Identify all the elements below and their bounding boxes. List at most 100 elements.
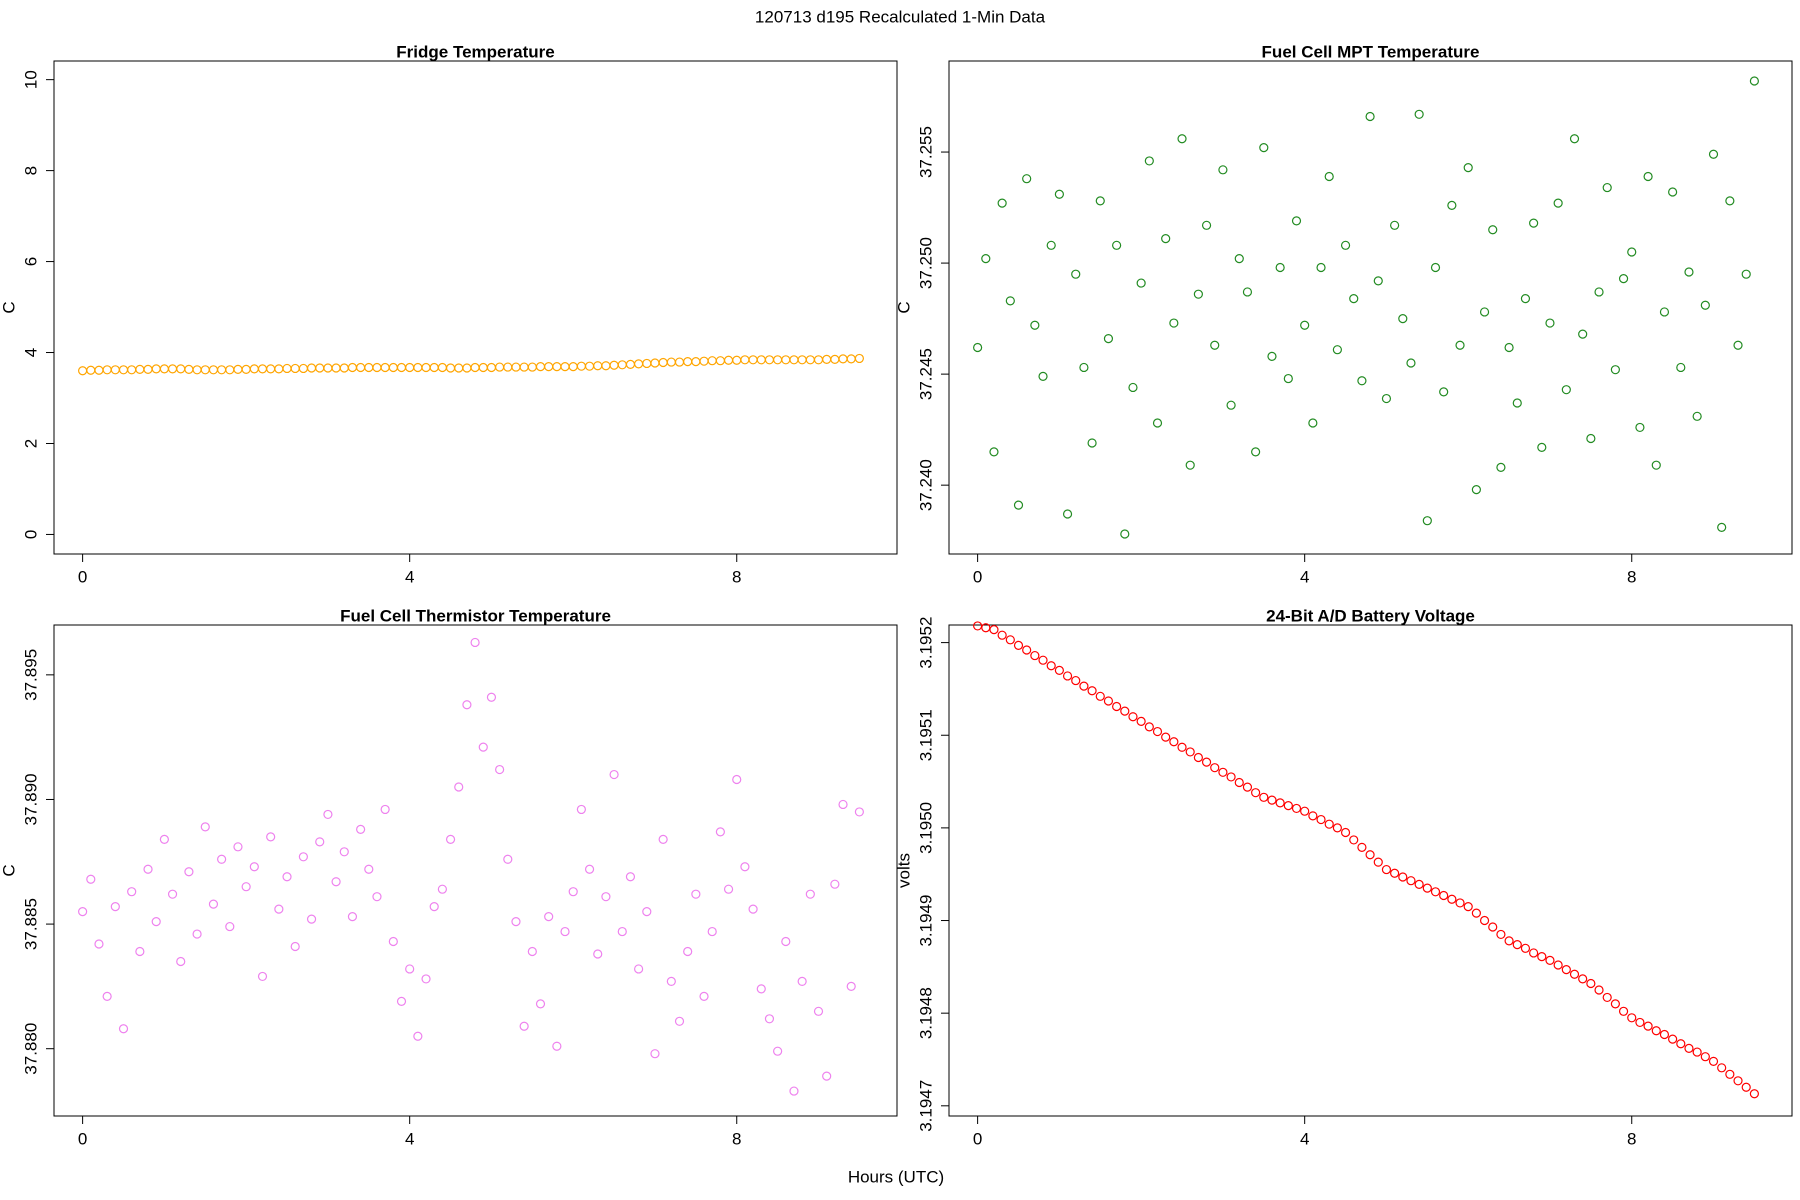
data-point: [1381, 393, 1392, 404]
data-point: [217, 365, 227, 375]
data-point: [674, 1016, 685, 1026]
data-point: [1210, 340, 1220, 350]
data-point: [331, 363, 341, 373]
data-point: [666, 976, 676, 987]
data-point: [1275, 262, 1285, 273]
data-point: [1340, 240, 1351, 250]
data-point: [405, 964, 415, 974]
x-tick-label: 8: [732, 567, 741, 586]
data-point: [1210, 763, 1220, 773]
data-point: [257, 364, 268, 374]
plot-frame: [948, 624, 1793, 1117]
data-point: [1406, 358, 1416, 368]
data-point: [396, 362, 407, 373]
x-tick-label: 4: [1300, 1129, 1309, 1148]
data-point: [102, 991, 112, 1001]
data-point: [830, 354, 840, 364]
data-point: [797, 355, 807, 365]
data-point: [997, 198, 1007, 208]
data-point: [78, 366, 88, 376]
data-point: [519, 362, 529, 372]
y-tick-label: 37.895: [21, 649, 40, 701]
data-point: [1332, 823, 1342, 833]
data-point: [1300, 806, 1310, 816]
data-point: [650, 358, 660, 368]
data-point: [86, 874, 96, 884]
data-point: [323, 363, 333, 373]
data-point: [1201, 220, 1212, 230]
data-point: [225, 365, 235, 375]
data-point: [552, 1041, 562, 1051]
data-point: [699, 991, 709, 1001]
data-point: [805, 889, 815, 899]
data-point: [94, 939, 104, 949]
data-point: [773, 1046, 783, 1056]
data-point: [1013, 640, 1024, 650]
data-point: [535, 362, 546, 372]
data-point: [1005, 296, 1015, 306]
data-point: [1398, 314, 1408, 324]
data-point: [658, 357, 668, 368]
y-tick-label: 3.1951: [916, 709, 935, 761]
data-point: [1005, 635, 1015, 645]
y-axis-label: volts: [894, 853, 913, 888]
data-point: [1684, 1043, 1694, 1053]
data-point: [1136, 278, 1146, 288]
data-point: [167, 889, 178, 899]
data-point: [1062, 671, 1073, 681]
data-point: [233, 364, 243, 374]
data-point: [1643, 1021, 1653, 1031]
y-tick-label: 3.1950: [916, 802, 935, 854]
data-point: [642, 358, 652, 369]
data-point: [1586, 433, 1596, 444]
data-point: [609, 360, 619, 370]
data-point: [298, 852, 308, 862]
data-point: [388, 362, 398, 373]
data-point: [102, 365, 112, 375]
data-point: [1594, 287, 1604, 297]
data-point: [462, 700, 472, 710]
data-point: [723, 884, 734, 894]
data-point: [192, 929, 202, 939]
data-point: [981, 254, 991, 264]
data-point: [478, 742, 488, 752]
data-point: [973, 621, 983, 631]
data-point: [1676, 1039, 1686, 1049]
data-point: [184, 867, 194, 877]
y-tick-label: 3.1948: [916, 987, 935, 1039]
data-point: [674, 357, 685, 367]
y-tick-label: 10: [21, 70, 40, 89]
data-point: [486, 692, 497, 702]
data-point: [192, 365, 202, 375]
data-point: [1087, 686, 1097, 696]
data-point: [135, 946, 145, 957]
plot-frame: [53, 60, 898, 555]
data-point: [1267, 351, 1277, 361]
data-point: [241, 882, 251, 892]
data-point: [997, 630, 1007, 640]
data-point: [1038, 655, 1048, 665]
data-point: [1234, 254, 1244, 264]
data-point: [486, 362, 497, 373]
data-point: [1095, 196, 1105, 206]
data-point: [118, 365, 129, 375]
x-axis-label: Hours (UTC): [848, 1167, 944, 1186]
data-point: [1471, 484, 1481, 495]
data-point: [1079, 362, 1089, 373]
data-point: [732, 774, 742, 785]
data-point: [560, 926, 570, 937]
data-point: [1095, 691, 1105, 701]
data-point: [1259, 143, 1269, 153]
data-point: [1128, 382, 1138, 393]
y-axis-label: C: [0, 301, 18, 313]
data-point: [454, 782, 464, 792]
data-point: [1390, 868, 1400, 878]
data-point: [1324, 171, 1334, 182]
data-point: [1398, 872, 1408, 882]
data-point: [176, 956, 186, 967]
data-point: [1602, 992, 1612, 1003]
data-point: [1103, 333, 1114, 344]
data-point: [683, 357, 693, 367]
y-tick-label: 2: [21, 439, 40, 448]
data-point: [1340, 827, 1351, 838]
